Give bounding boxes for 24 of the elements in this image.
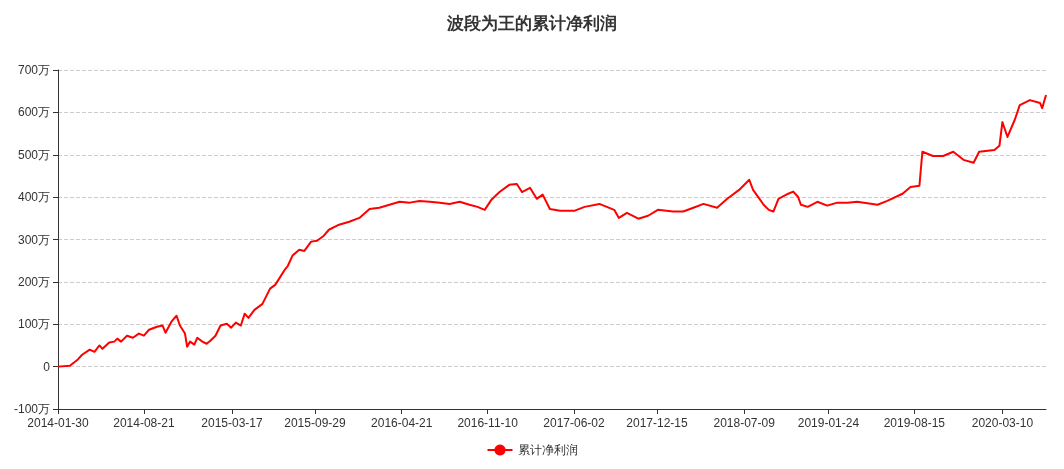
x-tick-label: 2019-01-24 (797, 416, 860, 430)
x-tick-label: 2014-08-21 (113, 416, 175, 430)
y-tick-label: 100万 (17, 317, 50, 332)
y-tick-label: 300万 (17, 232, 50, 247)
x-tick-label: 2016-11-10 (457, 416, 519, 430)
x-tick-label: 2014-01-30 (27, 416, 90, 430)
x-tick-label: 2015-09-29 (284, 416, 346, 430)
y-tick-label: 200万 (17, 274, 50, 289)
y-tick-label: 700万 (17, 63, 50, 77)
x-tick-label: 2015-03-17 (201, 416, 263, 430)
y-tick-label: 500万 (17, 147, 50, 162)
chart-title: 波段为王的累计净利润 (446, 14, 617, 33)
x-tick-label: 2019-08-15 (883, 416, 946, 430)
legend-label: 累计净利润 (517, 443, 578, 457)
y-tick-label: -100万 (13, 402, 50, 416)
x-tick-label: 2016-04-21 (371, 416, 433, 430)
x-tick-label: 2018-07-09 (713, 416, 776, 430)
x-tick-label: 2020-03-10 (971, 416, 1034, 430)
x-tick-label: 2017-12-15 (626, 416, 688, 430)
y-tick-label: 400万 (17, 190, 50, 205)
y-tick-label: 600万 (17, 105, 50, 120)
y-tick-label: 0 (43, 359, 51, 374)
x-tick-label: 2017-06-02 (543, 416, 606, 430)
line-series (57, 94, 1047, 368)
